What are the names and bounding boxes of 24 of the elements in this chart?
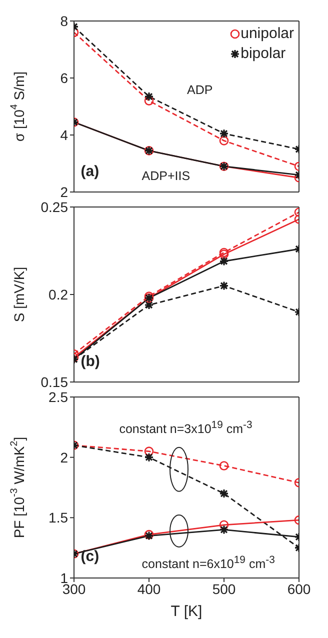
- y-tick-label: 0.25: [40, 198, 68, 215]
- annotation: (b): [80, 352, 100, 370]
- y-tick-label: 2: [60, 184, 68, 200]
- y-tick-label: 0.15: [40, 374, 68, 390]
- annotation: constant n=3x10$^{19}$ cm$^{-3}$: [119, 420, 252, 436]
- annotation: ADP: [187, 83, 213, 98]
- y-axis-title: S [mV/K]: [10, 266, 27, 322]
- legend-label: bipolar: [240, 44, 286, 64]
- annotation: ADP+IIS: [142, 169, 190, 184]
- x-tick-label: 600: [287, 580, 311, 597]
- annotation: constant n=6x10$^{19}$ cm$^{-3}$: [142, 554, 275, 571]
- y-tick-label: 1.5: [48, 510, 68, 526]
- x-axis-title: T [K]: [170, 603, 202, 620]
- y-tick-label: 0.2: [48, 286, 68, 302]
- annotation: (c): [80, 548, 100, 566]
- y-tick-label: 6: [60, 70, 68, 86]
- y-tick-label: 8: [60, 12, 68, 29]
- x-tick-label: 500: [212, 580, 236, 597]
- y-tick-label: 2.5: [48, 388, 68, 405]
- x-tick-label: 400: [137, 580, 161, 597]
- y-tick-label: 2: [60, 449, 68, 466]
- y-tick-label: 4: [60, 126, 68, 143]
- legend-label: unipolar: [240, 24, 294, 44]
- annotation: (a): [80, 162, 100, 180]
